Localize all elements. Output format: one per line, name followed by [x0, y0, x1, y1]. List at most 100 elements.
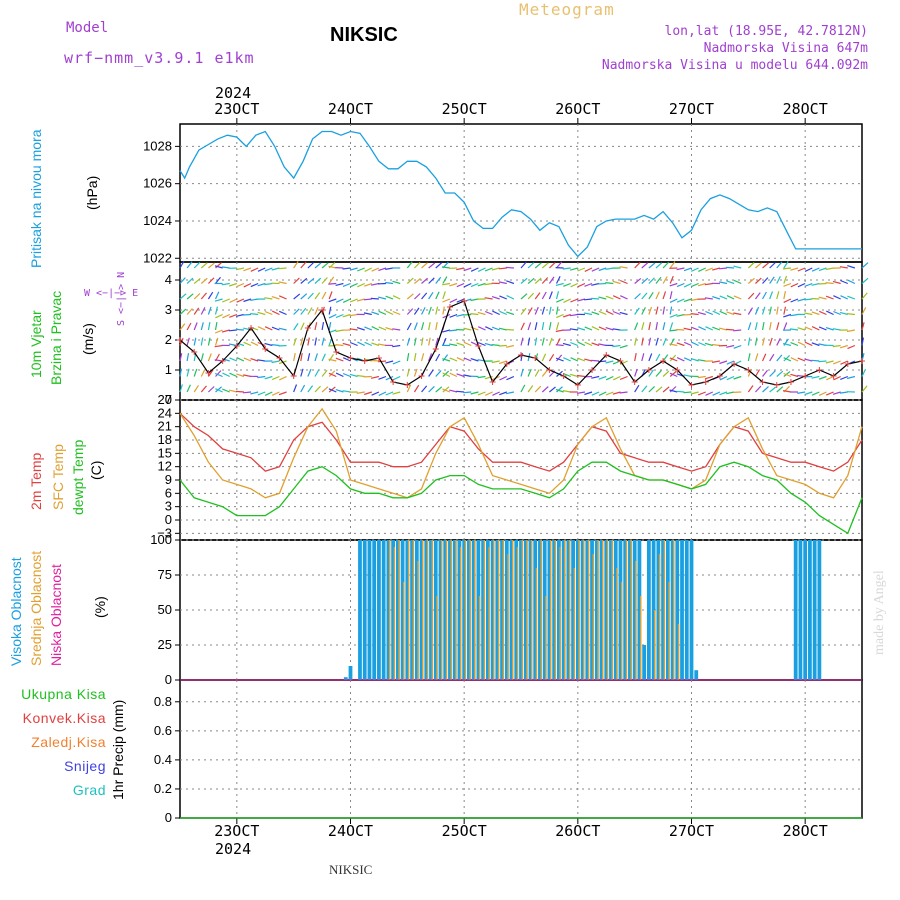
wind-arrow — [534, 277, 542, 284]
top-year: 2024 — [215, 84, 252, 102]
wind-arrow — [541, 306, 546, 315]
wind-arrow — [413, 322, 418, 331]
wind-arrow — [179, 277, 186, 284]
wind-arrow — [364, 326, 373, 331]
wind-arrow — [712, 326, 721, 331]
wind-arrow — [726, 295, 735, 300]
wind-arrow — [477, 391, 486, 396]
cloud-bar-high — [538, 540, 542, 680]
cloud-bar-high — [665, 540, 670, 680]
wind-arrow — [577, 357, 586, 362]
wind-arrow — [563, 357, 571, 362]
wind-arrow — [392, 375, 401, 381]
wind-arrow — [470, 313, 479, 316]
wind-arrow — [221, 358, 230, 362]
wind-arrow — [364, 267, 373, 272]
wind-arrow — [442, 291, 446, 300]
wind-arrow — [328, 313, 337, 319]
wind-arrow — [435, 306, 439, 315]
wind-arrow — [499, 375, 508, 381]
wind-arrow — [477, 326, 486, 331]
wind-arrow — [293, 384, 298, 393]
wind-arrow — [463, 374, 472, 378]
wind-arrow — [506, 375, 515, 381]
wind-arrow — [335, 298, 344, 303]
wind-arrow — [762, 262, 769, 269]
wind-arrow — [769, 291, 774, 300]
wind-arrow — [222, 372, 230, 378]
wind-arrow — [392, 310, 401, 316]
panel-frame-4 — [179, 679, 863, 819]
wind-arrow — [556, 313, 564, 319]
wind-arrow — [634, 352, 637, 362]
wind-arrow — [683, 374, 692, 378]
wind-arrow — [428, 291, 434, 300]
wind-arrow — [456, 282, 465, 288]
wind-arrow — [797, 391, 806, 394]
cloud-bar-high — [694, 670, 699, 680]
wind-arrow — [641, 262, 649, 269]
wind-arrow — [755, 262, 762, 269]
wind-arrow — [861, 262, 869, 269]
altitude-text: Nadmorska Visina 647m — [703, 41, 868, 56]
wind-arrow — [619, 375, 628, 380]
wind-arrow — [314, 277, 322, 284]
wind-arrow — [861, 385, 868, 393]
wind-arrow — [505, 266, 514, 269]
wind-arrow — [179, 308, 187, 315]
wind-arrow — [406, 352, 410, 362]
wind-arrow — [840, 360, 849, 365]
wind-arrow — [584, 358, 593, 362]
wind-arrow — [839, 311, 848, 316]
wind-arrow — [797, 327, 806, 331]
cloud-bar-mid — [469, 540, 471, 680]
wind-arrow — [321, 386, 329, 393]
wind-arrow — [328, 321, 332, 331]
wind-marker — [262, 346, 269, 352]
wind-arrow — [208, 386, 215, 393]
cloud-bar-high — [585, 540, 590, 680]
wind-arrow — [662, 291, 667, 300]
wind-arrow — [186, 384, 191, 393]
wind-arrow — [257, 267, 266, 272]
wind-arrow — [456, 328, 465, 331]
wind-arrow — [839, 344, 848, 349]
wind-arrow — [726, 344, 735, 348]
wind-arrow — [229, 282, 238, 287]
wind-arrow — [605, 391, 614, 396]
wind-arrow — [804, 267, 813, 272]
page-title: NIKSIC — [330, 24, 398, 46]
day-label: 25OCT — [441, 100, 487, 118]
wind-marker — [375, 355, 382, 361]
cloud-bar-mid — [388, 540, 391, 680]
wind-arrow — [783, 290, 786, 300]
wind-marker — [432, 346, 439, 352]
wind-arrow — [598, 375, 607, 380]
wind-arrow — [705, 391, 714, 396]
wind-arrow — [669, 386, 677, 393]
wind-arrow — [278, 327, 287, 331]
wind-arrow — [215, 370, 222, 377]
wind-arrow — [825, 295, 834, 300]
wind-arrow — [598, 282, 607, 285]
wind-arrow — [499, 295, 508, 300]
wind-marker — [688, 382, 695, 388]
wind-arrow — [598, 391, 607, 396]
wind-arrow — [264, 391, 273, 396]
wind-arrow — [634, 261, 641, 269]
wind-arrow — [406, 337, 411, 346]
wind-marker — [518, 352, 524, 358]
cloud-bar-mid — [436, 596, 438, 680]
wind-arrow — [449, 329, 458, 332]
wind-arrow — [705, 267, 714, 272]
wind-arrow — [584, 312, 593, 316]
wind-arrow — [569, 328, 578, 331]
cloud-bar-high — [594, 540, 599, 680]
cloud-bar-high — [817, 540, 822, 680]
wind-arrow — [726, 360, 735, 365]
cloud-bar-mid — [426, 540, 429, 680]
wind-arrow — [641, 337, 644, 346]
wind-arrow — [321, 277, 328, 284]
cloud-bar-high — [528, 540, 533, 680]
wind-arrow — [264, 282, 273, 286]
